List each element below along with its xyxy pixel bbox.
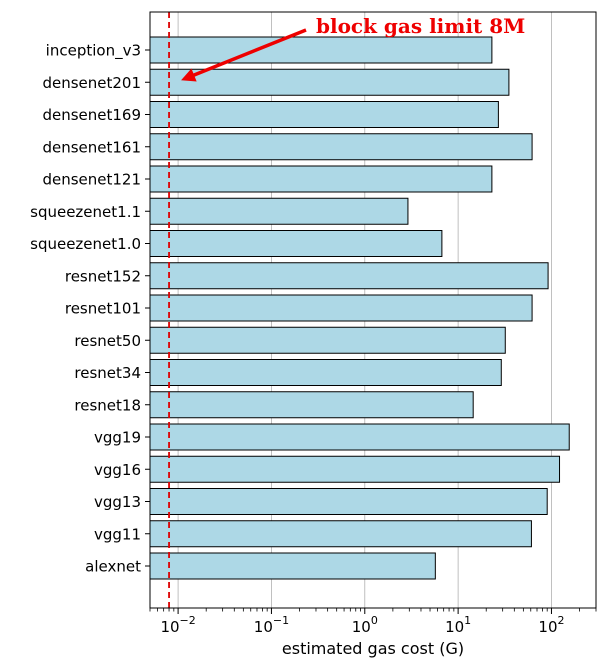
y-tick-label: densenet161 xyxy=(42,138,141,156)
y-tick-label: resnet50 xyxy=(74,332,141,350)
x-tick-label: 10−2 xyxy=(160,614,195,636)
bar-squeezenet1.0 xyxy=(149,230,443,257)
y-tick-label: inception_v3 xyxy=(46,42,141,61)
bar-inception_v3 xyxy=(149,36,493,64)
y-tick-label: squeezenet1.0 xyxy=(30,235,141,253)
bar-densenet201 xyxy=(149,68,510,96)
y-tick-label: vgg16 xyxy=(94,461,141,479)
x-axis-ticks: 10−2 10−1 100 101 102 xyxy=(149,608,597,636)
y-tick-label: alexnet xyxy=(85,558,141,576)
bar-vgg16 xyxy=(149,455,561,483)
bar-alexnet xyxy=(149,552,436,580)
bar-vgg13 xyxy=(149,488,548,515)
y-tick-label: resnet18 xyxy=(74,396,141,414)
annotation-group: block gas limit 8M xyxy=(181,14,525,82)
bar-resnet18 xyxy=(149,391,474,419)
bar-vgg11 xyxy=(149,520,532,548)
y-tick-label: densenet169 xyxy=(42,106,141,124)
y-tick-label: resnet101 xyxy=(65,300,141,318)
x-tick-label: 102 xyxy=(538,614,564,636)
x-tick-label: 101 xyxy=(445,614,471,636)
y-tick-label: vgg11 xyxy=(94,525,141,543)
bar-resnet152 xyxy=(149,262,549,290)
plot-frame xyxy=(149,11,597,609)
annotation-arrow-head xyxy=(181,68,197,82)
annotation-arrow-shaft xyxy=(190,28,307,78)
y-tick-label: densenet121 xyxy=(42,171,141,189)
y-tick-label: vgg13 xyxy=(94,493,141,511)
bars xyxy=(149,36,570,580)
bar-densenet161 xyxy=(149,133,533,161)
x-axis-label: estimated gas cost (G) xyxy=(282,639,464,658)
y-tick-label: squeezenet1.1 xyxy=(30,203,141,221)
y-tick-label: vgg19 xyxy=(94,429,141,447)
bar-squeezenet1.1 xyxy=(149,197,409,225)
bar-resnet101 xyxy=(149,294,533,322)
annotation-text: block gas limit 8M xyxy=(316,14,525,38)
y-tick-label: densenet201 xyxy=(42,74,141,92)
bar-densenet169 xyxy=(149,101,499,128)
y-tick-label: resnet152 xyxy=(65,267,141,285)
bar-resnet50 xyxy=(149,326,506,354)
y-tick-label: resnet34 xyxy=(74,364,141,382)
y-axis-ticks: inception_v3 densenet201 densenet169 densen… xyxy=(30,42,150,576)
bar-densenet121 xyxy=(149,165,493,193)
bar-resnet34 xyxy=(149,359,502,386)
bar-vgg19 xyxy=(149,423,570,451)
x-tick-label: 10−1 xyxy=(254,614,289,636)
x-tick-label: 100 xyxy=(352,614,378,636)
